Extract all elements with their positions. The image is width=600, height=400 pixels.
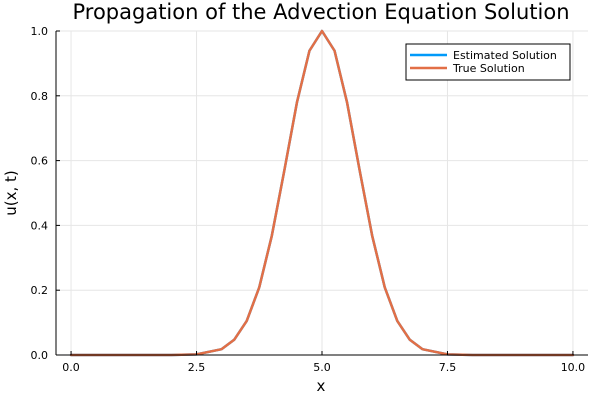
axes: [55, 30, 588, 356]
y-tick-label: 0.8: [31, 90, 49, 103]
x-tick-label: 10.0: [561, 361, 586, 374]
legend-box: [405, 43, 571, 81]
x-tick-label: 7.5: [439, 361, 457, 374]
legend-label-estimated: Estimated Solution: [453, 49, 557, 62]
x-tick-label: 2.5: [188, 361, 206, 374]
x-tick-label: 0.0: [62, 361, 80, 374]
tick-labels: 0.0 2.5 5.0 7.5 10.0 0.0 0.2 0.4 0.6 0.8 1.0: [31, 25, 586, 374]
x-tick-label: 5.0: [313, 361, 331, 374]
y-tick-label: 0.4: [31, 219, 49, 232]
x-axis-title: x: [317, 377, 326, 395]
chart-title: Propagation of the Advection Equation So…: [72, 0, 569, 24]
y-tick-label: 0.2: [31, 284, 49, 297]
y-tick-label: 0.6: [31, 155, 49, 168]
y-tick-label: 1.0: [31, 25, 49, 38]
legend: Estimated Solution True Solution: [405, 43, 571, 81]
legend-label-true: True Solution: [452, 62, 525, 75]
y-axis-title: u(x, t): [2, 170, 20, 216]
y-tick-label: 0.0: [31, 349, 49, 362]
